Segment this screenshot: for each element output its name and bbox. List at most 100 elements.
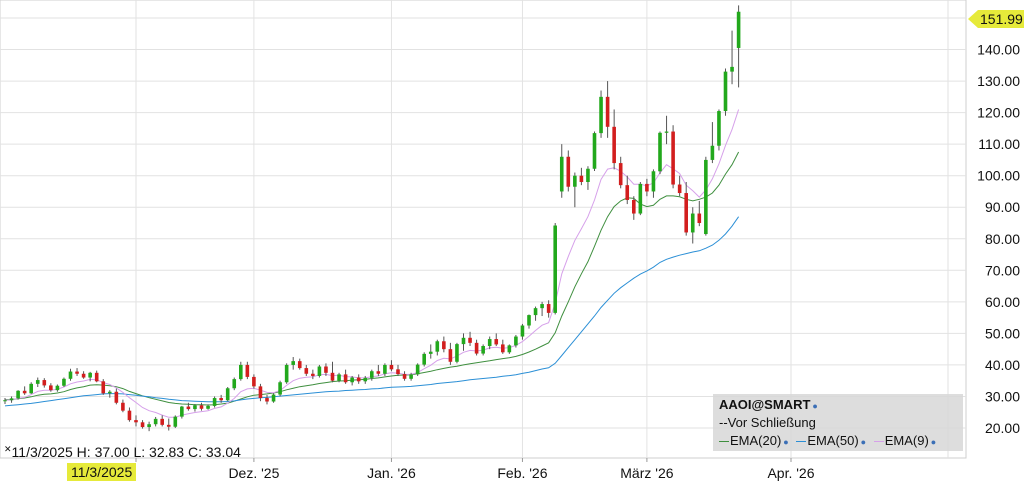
candle [736,5,741,88]
candle [546,300,551,318]
candle [317,364,322,378]
candle [147,421,151,432]
candle-body [494,339,499,345]
candle [697,200,702,227]
legend-symbol-label: AAOI@SMART [719,397,811,412]
candle-body [461,337,466,345]
candle-body [448,349,453,362]
ema9-swatch-icon [873,441,884,443]
candle [658,131,662,175]
candle [29,382,33,394]
candle [376,364,381,376]
candle-body [599,96,603,134]
candle-body [684,193,688,233]
candle-body [736,11,741,48]
candle-body [566,156,571,187]
candle-body [428,351,433,354]
candle [632,196,636,220]
candle-body [442,341,446,350]
legend-ema20[interactable]: EMA(20) ● [719,433,789,448]
candle [468,331,472,346]
ema50-settings-icon[interactable]: ● [860,437,867,447]
candle [671,125,675,189]
candle-body [29,383,33,394]
ema20-settings-icon[interactable]: ● [783,437,789,447]
candle-body [324,366,328,373]
close-line-label: Vor Schließung [727,415,816,430]
candle-body [481,346,485,354]
candle [605,81,610,138]
candle-body [297,361,302,369]
candle-body [16,390,20,399]
candle [540,301,544,317]
candle-body [343,374,348,383]
ema50-swatch-icon [796,441,807,443]
candle-body [212,398,217,406]
candle-body [147,424,151,428]
candle [730,30,734,85]
candle [704,156,708,236]
candle [121,399,125,413]
dashed-line-icon: -- [719,415,728,430]
candle [94,370,99,383]
candle-body [108,391,112,394]
last-price-tag: 151.99 [968,10,1024,28]
legend-ema50[interactable]: EMA(50) ● [796,433,866,448]
candle-body [697,213,702,223]
candle-body [94,372,99,382]
legend-ema9[interactable]: EMA(9) ● [873,433,937,448]
candle-body [166,424,171,427]
candle [166,418,171,431]
candle-body [49,385,53,391]
grid-lines [0,0,967,459]
candle-body [284,364,289,383]
candle-body [409,374,413,379]
legend[interactable]: AAOI@SMART ● --Vor Schließung EMA(20) ● EM… [713,394,963,451]
candle-body [88,372,92,378]
ema9-label: EMA(9) [884,433,929,448]
candle-body [422,353,426,365]
candle [88,371,92,382]
candle [559,144,564,198]
candle-body [363,377,368,382]
candle-body [677,184,682,194]
candle [435,339,440,356]
legend-symbol[interactable]: AAOI@SMART ● [719,397,818,412]
x-tick-label: Jan. '26 [367,465,416,481]
candle [481,344,485,356]
candle-body [546,304,551,313]
candle [474,339,479,356]
candle [592,131,597,171]
candle [284,363,289,384]
candle-body [376,371,381,374]
candle-body [42,380,47,386]
candle [278,380,282,397]
symbol-settings-icon[interactable]: ● [812,401,818,411]
candle-body [664,131,669,133]
y-tick-label: 50.00 [985,325,1020,341]
candle [206,404,210,410]
candle-body [690,213,695,233]
candle [553,223,557,315]
candle-body [474,342,479,354]
candle [527,314,531,329]
candle [232,377,237,391]
candle [62,377,66,387]
candle [297,358,302,370]
candle [487,336,492,350]
candle-body [730,66,734,72]
candle-body [645,183,649,192]
candle-body [553,225,557,313]
x-axis: Dez. '25 Jan. '26 Feb. '26 März '26 Apr. '26 [135,458,815,481]
candle [566,150,571,192]
candle [664,115,669,145]
candle-body [487,339,492,346]
y-tick-label: 110.00 [978,136,1020,152]
ohlc-readout: ✕11/3/2025 H: 37.00 L: 32.83 C: 33.04 [4,444,241,460]
ema9-settings-icon[interactable]: ● [930,437,937,447]
readout-marker-icon: ✕ [4,444,12,454]
candle-body [618,163,623,186]
candle-body [455,344,459,362]
candle-body [265,398,269,402]
